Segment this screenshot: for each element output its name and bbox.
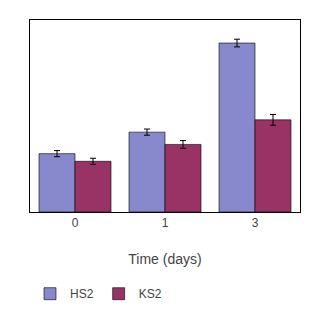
svg-text:KS2: KS2 xyxy=(139,287,162,301)
svg-text:0: 0 xyxy=(72,216,79,230)
svg-text:3: 3 xyxy=(252,216,259,230)
svg-text:Time (days): Time (days) xyxy=(128,251,201,267)
svg-text:HS2: HS2 xyxy=(70,287,94,301)
svg-text:1: 1 xyxy=(162,216,169,230)
